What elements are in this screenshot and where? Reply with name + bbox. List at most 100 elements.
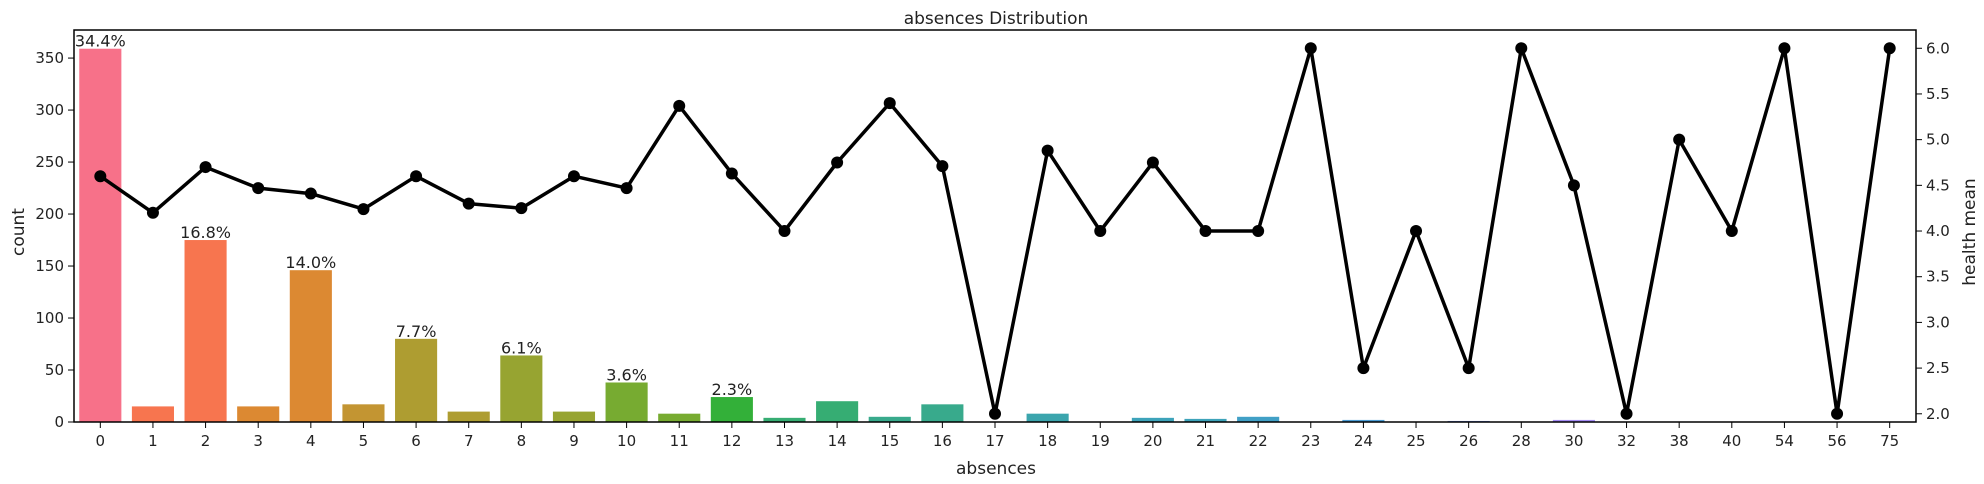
health-mean-line <box>99 46 1892 416</box>
axes-layer: 0 1 2 3 4 5 6 7 8 9 10 11 12 13 14 15 16 17 18 19 20 21 22 23 24… <box>35 39 1950 450</box>
health-mean-point-14 <box>831 156 844 169</box>
x-tick-label-54: 54 <box>1775 432 1794 450</box>
health-mean-point-40 <box>1725 225 1738 238</box>
health-mean-point-24 <box>1357 362 1370 375</box>
x-tick-label-12: 12 <box>722 432 741 450</box>
y-tick-label-300: 300 <box>35 101 64 119</box>
health-mean-point-4 <box>304 187 317 200</box>
bar-6 <box>395 338 438 422</box>
x-tick-label-8: 8 <box>517 432 527 450</box>
health-mean-point-1 <box>146 206 159 219</box>
bar-10 <box>605 382 648 422</box>
x-tick-label-0: 0 <box>96 432 106 450</box>
x-tick-label-30: 30 <box>1564 432 1583 450</box>
health-mean-point-56 <box>1831 407 1844 420</box>
bar-15 <box>868 416 911 422</box>
x-tick-label-28: 28 <box>1512 432 1531 450</box>
health-mean-point-16 <box>936 160 949 173</box>
y-tick-label-0: 0 <box>54 413 64 431</box>
bar-label-12: 2.3% <box>712 380 753 399</box>
bar-9 <box>552 411 596 422</box>
x-tick-label-11: 11 <box>670 432 689 450</box>
x-tick-label-38: 38 <box>1670 432 1689 450</box>
y2-tick-label-3.0: 3.0 <box>1926 313 1950 331</box>
x-tick-label-19: 19 <box>1091 432 1110 450</box>
bar-label-4: 14.0% <box>285 253 336 272</box>
y-tick-label-150: 150 <box>35 257 64 275</box>
health-mean-point-0 <box>94 170 107 183</box>
x-tick-label-17: 17 <box>985 432 1004 450</box>
health-mean-point-2 <box>199 161 212 174</box>
y2-tick-label-3.5: 3.5 <box>1926 268 1950 286</box>
bar-24 <box>1342 419 1385 422</box>
x-tick-label-1: 1 <box>148 432 158 450</box>
health-mean-point-25 <box>1410 225 1423 238</box>
x-tick-label-23: 23 <box>1301 432 1320 450</box>
x-tick-label-15: 15 <box>880 432 899 450</box>
health-mean-point-5 <box>357 203 370 216</box>
health-mean-point-15 <box>883 97 896 110</box>
chart-title: absences Distribution <box>904 9 1089 29</box>
bar-label-0: 34.4% <box>75 32 126 51</box>
bar-3 <box>237 406 280 422</box>
x-tick-label-26: 26 <box>1459 432 1478 450</box>
x-tick-label-7: 7 <box>464 432 474 450</box>
bar-22 <box>1237 416 1280 422</box>
y-tick-label-350: 350 <box>35 49 64 67</box>
health-mean-point-6 <box>410 170 423 183</box>
y2-tick-label-5.5: 5.5 <box>1926 85 1950 103</box>
health-mean-point-30 <box>1567 179 1580 192</box>
bar-label-10: 3.6% <box>606 365 647 384</box>
y2-tick-label-4.0: 4.0 <box>1926 222 1950 240</box>
health-mean-point-7 <box>462 197 475 210</box>
bar-5 <box>342 404 385 422</box>
health-mean-point-75 <box>1883 42 1896 55</box>
health-mean-point-21 <box>1199 225 1212 238</box>
bar-16 <box>921 404 964 422</box>
health-mean-point-18 <box>1041 144 1054 157</box>
bar-21 <box>1184 418 1227 422</box>
health-mean-point-11 <box>673 99 686 112</box>
y-tick-label-50: 50 <box>45 361 64 379</box>
health-mean-point-10 <box>620 182 633 195</box>
x-tick-label-21: 21 <box>1196 432 1215 450</box>
y2-tick-label-6.0: 6.0 <box>1926 39 1950 57</box>
x-tick-label-2: 2 <box>201 432 211 450</box>
bar-2 <box>184 240 227 422</box>
x-tick-label-56: 56 <box>1828 432 1847 450</box>
bar-18 <box>1026 413 1069 422</box>
x-tick-label-16: 16 <box>933 432 952 450</box>
health-mean-point-26 <box>1462 362 1475 375</box>
plot-frame <box>73 29 1917 423</box>
x-tick-label-9: 9 <box>569 432 579 450</box>
y2-tick-label-2.0: 2.0 <box>1926 405 1950 423</box>
bar-4 <box>289 270 332 422</box>
y-axis-title: count <box>9 208 29 256</box>
y-tick-label-200: 200 <box>35 205 64 223</box>
health-mean-point-32 <box>1620 407 1633 420</box>
health-mean-point-20 <box>1146 156 1159 169</box>
y2-tick-label-5.0: 5.0 <box>1926 131 1950 149</box>
bar-label-6: 7.7% <box>396 322 437 341</box>
x-tick-label-75: 75 <box>1880 432 1899 450</box>
x-tick-label-40: 40 <box>1722 432 1741 450</box>
y-tick-label-250: 250 <box>35 153 64 171</box>
y-tick-label-100: 100 <box>35 309 64 327</box>
health-mean-point-9 <box>567 170 580 183</box>
bar-label-8: 6.1% <box>501 338 542 357</box>
bar-13 <box>763 417 806 422</box>
x-tick-label-13: 13 <box>775 432 794 450</box>
x-tick-label-14: 14 <box>828 432 847 450</box>
health-mean-point-38 <box>1673 133 1686 146</box>
health-mean-point-23 <box>1304 42 1317 55</box>
health-mean-point-28 <box>1515 42 1528 55</box>
x-tick-label-18: 18 <box>1038 432 1057 450</box>
x-tick-label-20: 20 <box>1143 432 1162 450</box>
bar-1 <box>131 406 174 422</box>
x-axis-title: absences <box>956 459 1036 479</box>
y2-tick-label-2.5: 2.5 <box>1926 359 1950 377</box>
bars-layer <box>79 48 1595 422</box>
bar-8 <box>500 355 543 422</box>
bar-7 <box>447 411 490 422</box>
bar-11 <box>658 413 701 422</box>
